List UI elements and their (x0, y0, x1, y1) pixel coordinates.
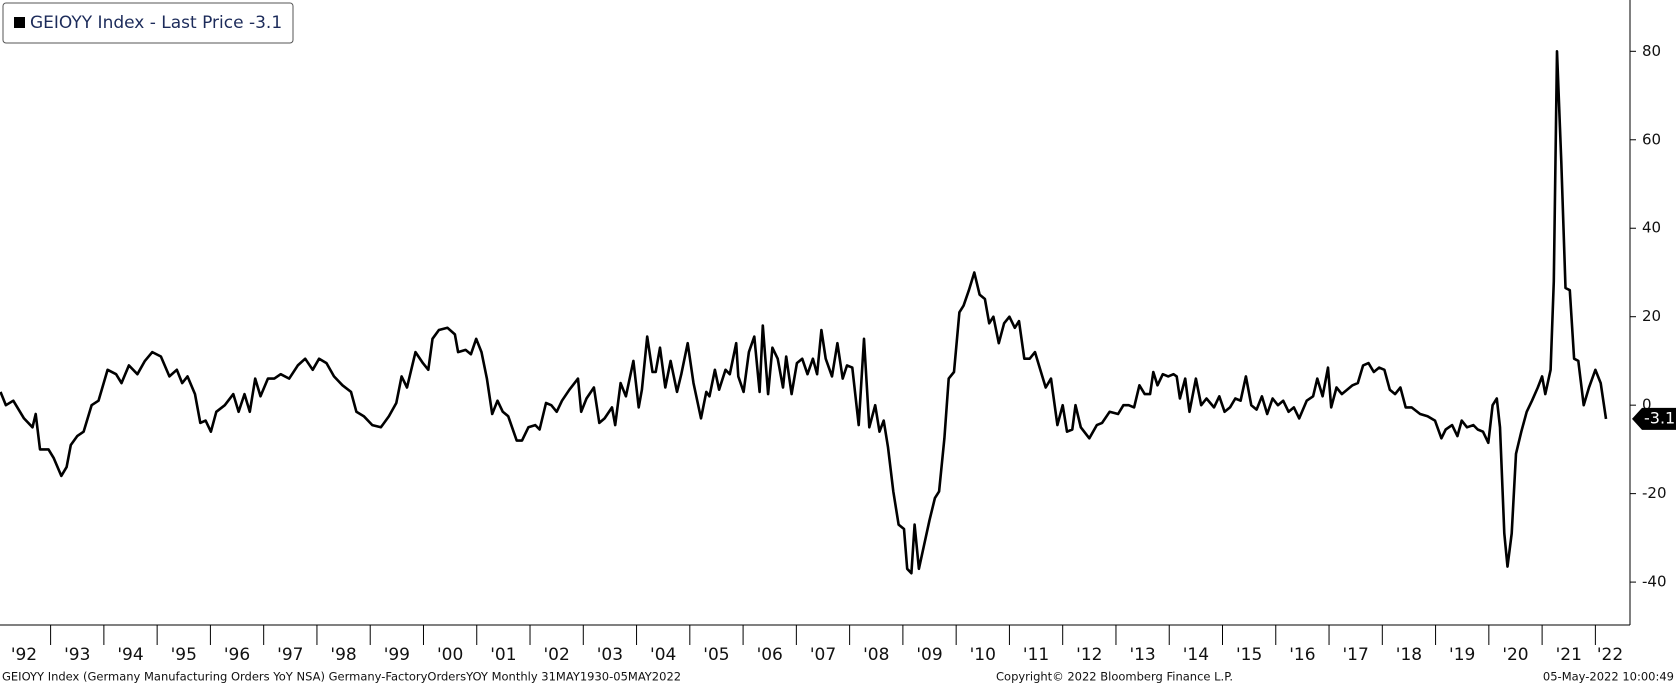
legend-swatch (14, 17, 25, 28)
x-tick-label: '02 (543, 645, 569, 665)
x-tick-label: '98 (330, 645, 356, 665)
x-tick-label: '94 (117, 645, 143, 665)
x-tick-label: '07 (810, 645, 836, 665)
x-tick-label: '05 (703, 645, 729, 665)
legend-label: GEIOYY Index - Last Price -3.1 (30, 13, 282, 33)
x-tick-label: '21 (1556, 645, 1582, 665)
x-tick-label: '95 (171, 645, 197, 665)
x-tick-label: '14 (1183, 645, 1209, 665)
last-price-tag-shape (1632, 407, 1676, 430)
x-tick-label: '19 (1449, 645, 1475, 665)
y-tick-label: 40 (1642, 219, 1661, 237)
x-tick-label: '22 (1597, 645, 1623, 665)
x-tick-label: '99 (384, 645, 410, 665)
x-tick-label: '16 (1289, 645, 1315, 665)
x-tick-label: '97 (277, 645, 303, 665)
legend: GEIOYY Index - Last Price -3.1 (2, 2, 294, 44)
last-price-tag: -3.1 (1632, 407, 1676, 430)
footer-description: GEIOYY Index (Germany Manufacturing Orde… (2, 670, 681, 684)
y-tick-label: 80 (1642, 42, 1661, 60)
x-tick-label: '10 (970, 645, 996, 665)
data-line (0, 50, 1608, 575)
x-tick-label: '09 (916, 645, 942, 665)
footer-timestamp: 05-May-2022 10:00:49 (1543, 670, 1674, 684)
y-tick-label: 20 (1642, 307, 1661, 325)
last-price-label: -3.1 (1644, 408, 1675, 427)
x-tick-label: '96 (224, 645, 250, 665)
x-tick-label: '04 (650, 645, 676, 665)
y-tick-label: 60 (1642, 130, 1661, 148)
y-tick-label: -20 (1642, 484, 1667, 502)
x-tick-label: '15 (1236, 645, 1262, 665)
footer-copyright: Copyright© 2022 Bloomberg Finance L.P. (996, 670, 1233, 684)
x-tick-label: '01 (490, 645, 516, 665)
x-tick-label: '18 (1396, 645, 1422, 665)
x-tick-label: '20 (1502, 645, 1528, 665)
x-tick-label: '92 (11, 645, 37, 665)
x-tick-label: '06 (757, 645, 783, 665)
x-tick-label: '00 (437, 645, 463, 665)
y-tick-label: -40 (1642, 573, 1667, 591)
x-tick-label: '12 (1076, 645, 1102, 665)
x-tick-label: '11 (1023, 645, 1049, 665)
x-tick-label: '03 (597, 645, 623, 665)
legend-box (2, 2, 294, 44)
x-tick-label: '93 (64, 645, 90, 665)
x-tick-label: '13 (1129, 645, 1155, 665)
x-tick-label: '17 (1343, 645, 1369, 665)
y-tick-label: 0 (1642, 396, 1652, 414)
x-tick-label: '08 (863, 645, 889, 665)
